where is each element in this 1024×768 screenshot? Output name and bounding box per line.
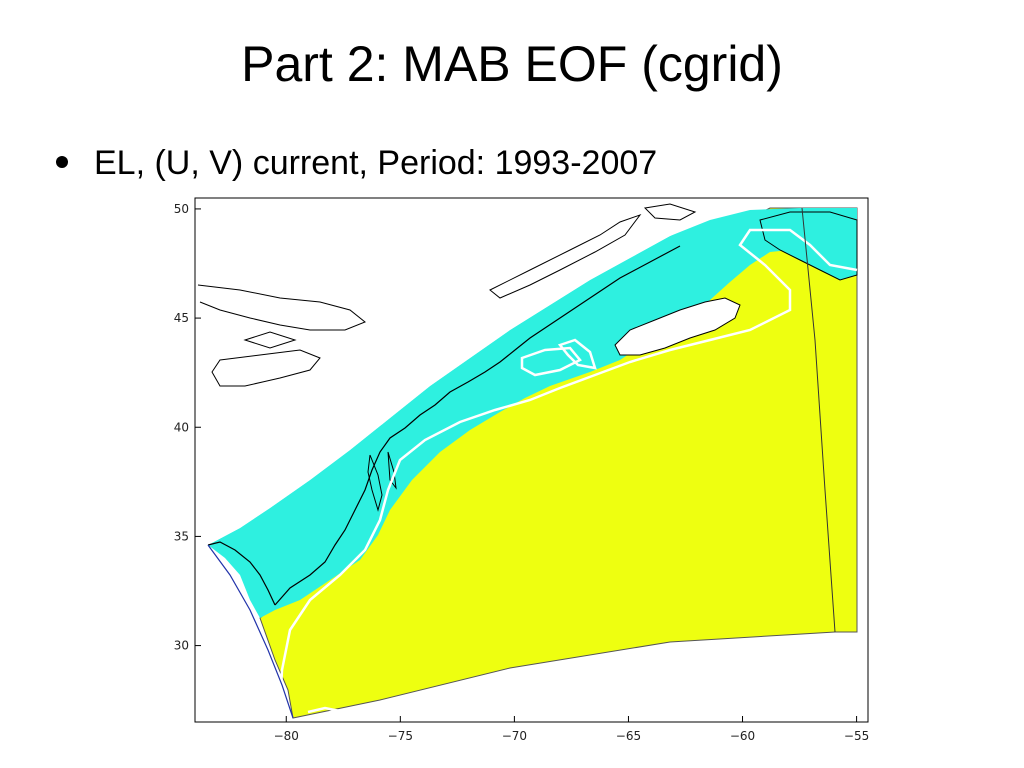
y-tick-label: 45 bbox=[174, 311, 189, 325]
x-tick-label: −70 bbox=[502, 729, 527, 743]
mainland-land bbox=[195, 198, 750, 550]
map-svg: −80 −75 −70 −65 −60 −55 50 45 40 35 30 bbox=[174, 197, 869, 743]
slide-title: Part 2: MAB EOF (cgrid) bbox=[241, 36, 783, 92]
contour-loop-1 bbox=[520, 346, 582, 377]
x-tick-label: −80 bbox=[274, 729, 299, 743]
map-figure: −80 −75 −70 −65 −60 −55 50 45 40 35 30 bbox=[150, 190, 880, 760]
nova-scotia-land bbox=[614, 297, 741, 356]
x-axis: −80 −75 −70 −65 −60 −55 bbox=[274, 716, 869, 743]
x-tick-label: −75 bbox=[388, 729, 413, 743]
chesapeake-outline bbox=[367, 451, 397, 512]
x-tick-label: −65 bbox=[616, 729, 641, 743]
bullet-text: EL, (U, V) current, Period: 1993-2007 bbox=[94, 144, 658, 182]
gulf-outline bbox=[489, 203, 697, 299]
x-tick-label: −60 bbox=[730, 729, 755, 743]
florida-land bbox=[195, 630, 290, 722]
grid-boundary-south bbox=[207, 544, 294, 719]
us-coastline bbox=[207, 245, 681, 606]
y-tick-label: 35 bbox=[174, 529, 189, 543]
grid-boundary-east bbox=[801, 207, 836, 633]
y-tick-label: 50 bbox=[174, 202, 189, 216]
y-tick-label: 40 bbox=[174, 420, 189, 434]
y-tick-label: 30 bbox=[174, 639, 189, 653]
bullet-dot-icon bbox=[56, 156, 68, 169]
contour-bottom bbox=[307, 706, 346, 714]
x-tick-label: −55 bbox=[844, 729, 869, 743]
contour-inner bbox=[278, 228, 858, 711]
y-axis: 50 45 40 35 30 bbox=[174, 202, 201, 653]
bullet-item: EL, (U, V) current, Period: 1993-2007 bbox=[56, 138, 657, 188]
contour-loop-2 bbox=[557, 338, 597, 370]
great-lakes-outline bbox=[197, 284, 366, 387]
plot-frame bbox=[194, 197, 869, 723]
